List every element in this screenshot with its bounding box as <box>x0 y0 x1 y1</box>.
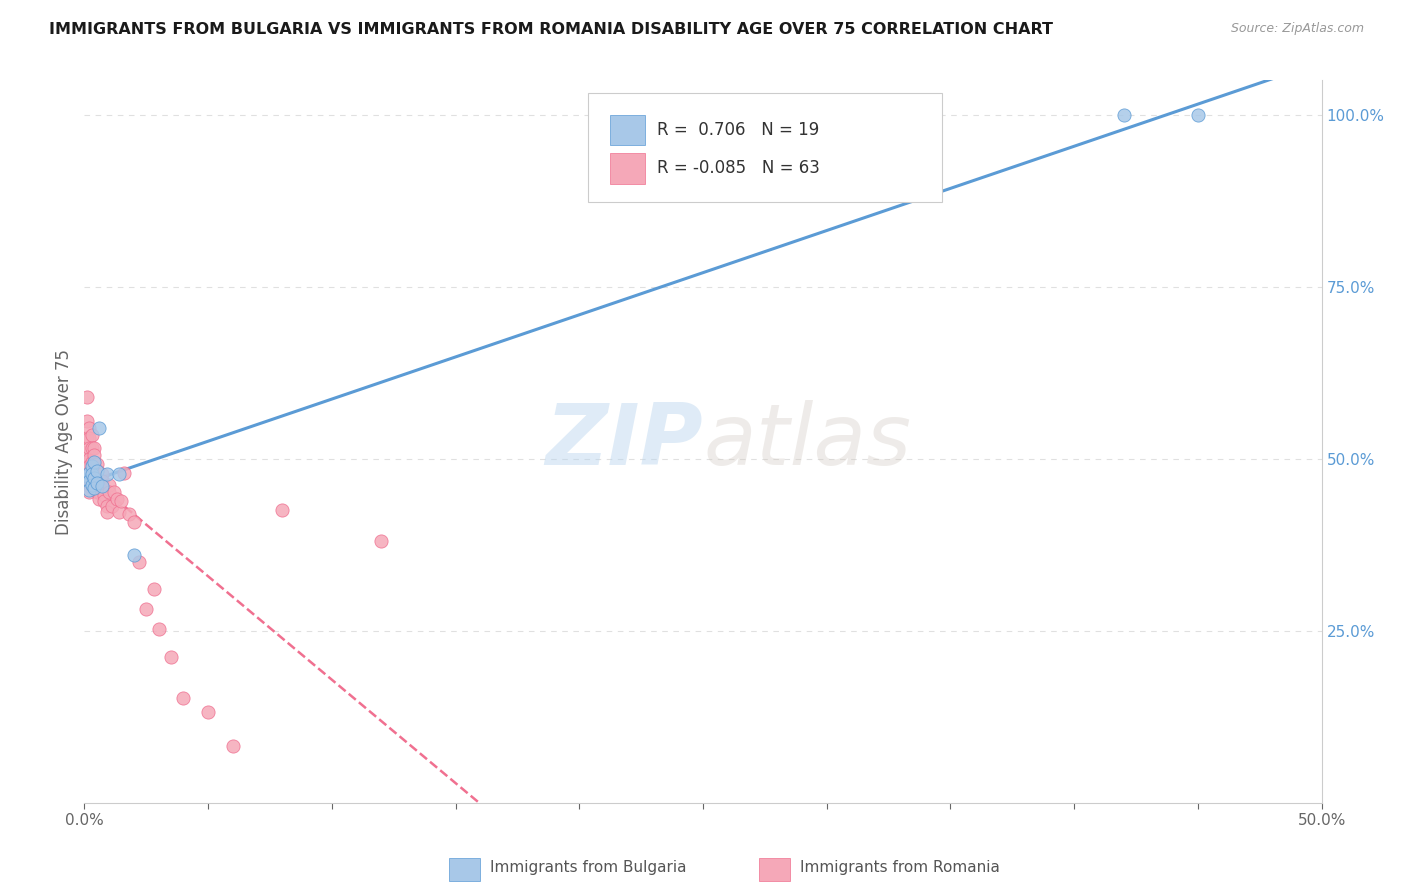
Point <box>90 479 112 493</box>
Point <box>76 431 98 445</box>
Point <box>83 471 105 485</box>
FancyBboxPatch shape <box>610 115 645 145</box>
Text: IMMIGRANTS FROM BULGARIA VS IMMIGRANTS FROM ROMANIA DISABILITY AGE OVER 75 CORRE: IMMIGRANTS FROM BULGARIA VS IMMIGRANTS F… <box>49 22 1053 37</box>
Text: R =  0.706   N = 19: R = 0.706 N = 19 <box>657 121 820 139</box>
Point <box>79 474 101 488</box>
Point <box>76 390 98 404</box>
Point <box>83 442 105 456</box>
Point <box>79 458 101 473</box>
Point <box>83 455 105 469</box>
Point <box>79 431 101 445</box>
Point <box>98 484 121 499</box>
Point <box>90 467 112 481</box>
Point <box>86 464 108 478</box>
Point <box>222 739 245 754</box>
Point <box>79 466 101 480</box>
FancyBboxPatch shape <box>588 93 942 202</box>
Point <box>80 427 103 442</box>
FancyBboxPatch shape <box>759 858 790 880</box>
Point <box>271 503 294 517</box>
Point <box>80 462 103 476</box>
Y-axis label: Disability Age Over 75: Disability Age Over 75 <box>55 349 73 534</box>
Point <box>79 479 101 493</box>
Point <box>100 499 122 513</box>
Point <box>89 484 111 499</box>
Point <box>105 491 128 506</box>
Point <box>80 467 103 481</box>
Point <box>79 474 101 488</box>
Point <box>135 601 157 615</box>
Point <box>83 457 105 471</box>
Point <box>79 466 101 480</box>
Point <box>79 421 101 435</box>
FancyBboxPatch shape <box>450 858 481 880</box>
Point <box>112 466 135 480</box>
Point <box>89 491 111 506</box>
Point <box>98 478 121 492</box>
Point <box>79 469 101 483</box>
Text: Source: ZipAtlas.com: Source: ZipAtlas.com <box>1230 22 1364 36</box>
Point <box>90 481 112 495</box>
Point <box>83 481 105 495</box>
Point <box>93 494 115 508</box>
Text: ZIP: ZIP <box>546 400 703 483</box>
Point <box>172 691 194 706</box>
Point <box>83 448 105 462</box>
Point <box>122 548 145 562</box>
Point <box>1112 108 1135 122</box>
Point <box>86 475 108 490</box>
Point <box>80 442 103 456</box>
Point <box>80 455 103 469</box>
Point <box>90 474 112 488</box>
Point <box>89 478 111 492</box>
Point <box>108 505 131 519</box>
Point <box>80 478 103 492</box>
Point <box>96 505 118 519</box>
Point <box>76 445 98 459</box>
Point <box>103 484 125 499</box>
Point <box>76 455 98 469</box>
Point <box>86 464 108 478</box>
Text: Immigrants from Bulgaria: Immigrants from Bulgaria <box>491 860 686 875</box>
Point <box>86 471 108 485</box>
Point <box>76 414 98 428</box>
Point <box>83 475 105 490</box>
Point <box>79 442 101 456</box>
Point <box>93 487 115 501</box>
Text: R = -0.085   N = 63: R = -0.085 N = 63 <box>657 160 820 178</box>
FancyBboxPatch shape <box>610 153 645 184</box>
Point <box>110 494 132 508</box>
Point <box>80 458 103 473</box>
Point <box>80 478 103 492</box>
Point <box>96 499 118 513</box>
Point <box>80 472 103 486</box>
Point <box>96 467 118 481</box>
Point <box>89 472 111 486</box>
Point <box>80 467 103 481</box>
Point <box>79 451 101 466</box>
Point <box>142 582 165 597</box>
Point <box>76 469 98 483</box>
Text: Immigrants from Romania: Immigrants from Romania <box>800 860 1000 875</box>
Point <box>108 467 131 481</box>
Point <box>148 623 170 637</box>
Text: atlas: atlas <box>703 400 911 483</box>
Point <box>83 467 105 481</box>
Point <box>122 515 145 529</box>
Point <box>370 534 392 549</box>
Point <box>197 705 219 719</box>
Point <box>79 483 101 497</box>
Point <box>79 484 101 499</box>
Point <box>118 507 141 521</box>
Point <box>89 421 111 435</box>
Point <box>86 457 108 471</box>
Point <box>86 478 108 492</box>
Point <box>86 484 108 499</box>
Point <box>160 649 183 664</box>
Point <box>128 555 150 569</box>
Point <box>1187 108 1209 122</box>
